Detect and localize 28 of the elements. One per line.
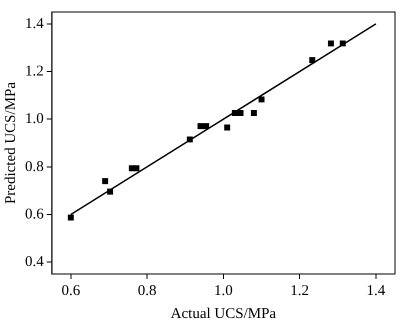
y-tick-label: 0.8: [25, 158, 44, 175]
x-tick-label: 1.4: [366, 282, 386, 299]
y-tick-label: 1.0: [25, 111, 44, 128]
x-tick-label: 0.8: [138, 282, 156, 299]
point: [198, 123, 204, 130]
point: [232, 110, 238, 116]
point: [250, 110, 257, 116]
x-tick-label: 1.2: [290, 282, 310, 299]
point: [328, 40, 334, 46]
y-tick-label: 1.4: [25, 16, 44, 32]
point: [238, 110, 244, 116]
point: [309, 57, 316, 64]
point: [186, 136, 193, 142]
point: [224, 124, 230, 130]
y-tick-label: 0.4: [25, 254, 44, 270]
y-tick-label: 1.2: [25, 63, 44, 80]
point: [133, 165, 140, 172]
point: [102, 178, 108, 184]
point: [258, 96, 264, 102]
y-tick-label: 0.6: [25, 206, 44, 222]
point: [340, 40, 346, 46]
point: [68, 214, 74, 221]
x-axis-title: Actual UCS/MPa: [170, 306, 276, 322]
y-axis-title: Predicted UCS/MPa: [2, 82, 19, 204]
x-tick-label: 1.0: [214, 282, 233, 299]
point: [203, 123, 210, 130]
point: [107, 188, 114, 195]
x-tick-label: 0.6: [61, 282, 81, 299]
